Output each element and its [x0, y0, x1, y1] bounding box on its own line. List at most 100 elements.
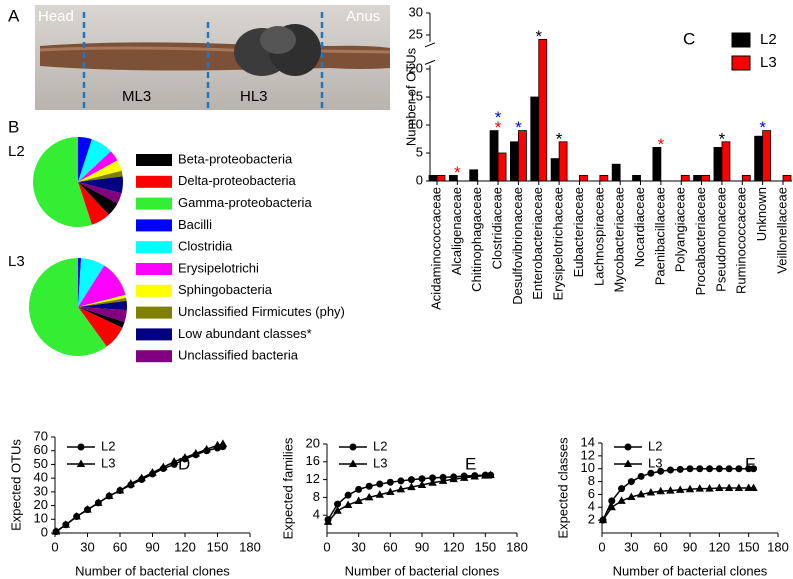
x-tick-label: 60	[383, 539, 397, 554]
x-tick-label: Nocardiaceae	[632, 187, 647, 267]
marker	[607, 502, 616, 511]
legend-label: Erysipelotrichi	[178, 260, 259, 275]
x-tick-label: 180	[239, 539, 261, 554]
marker	[148, 468, 157, 476]
marker	[202, 444, 211, 453]
y-axis-label: Expected families	[280, 437, 295, 539]
photo-panel: A Head Anus ML3 HL3	[8, 5, 391, 110]
bar	[510, 141, 519, 182]
legend-label: Unclassified bacteria	[178, 348, 299, 363]
legend-swatch	[136, 219, 172, 232]
marker	[624, 443, 632, 451]
bar	[448, 174, 458, 182]
significance-star: *	[515, 118, 522, 137]
bar	[693, 174, 702, 182]
marker	[470, 471, 479, 480]
pie-slice	[78, 182, 118, 215]
significance-star: *	[535, 27, 542, 46]
x-tick-label: 30	[80, 539, 94, 554]
marker	[126, 479, 136, 487]
marker	[735, 465, 743, 473]
series-line	[602, 467, 754, 521]
y-tick-label: 8	[313, 489, 320, 504]
marker	[715, 465, 723, 473]
gut	[40, 42, 390, 71]
panel-label: B	[8, 117, 19, 136]
marker	[657, 467, 665, 475]
pie-slice	[78, 258, 105, 307]
bar	[518, 130, 527, 182]
legend-swatch	[136, 306, 172, 319]
pie-slice	[78, 300, 127, 311]
x-tick-label: Lachnospiraceae	[591, 187, 606, 286]
significance-star: *	[719, 129, 726, 148]
bar	[558, 141, 568, 182]
marker	[77, 443, 85, 451]
marker	[656, 486, 665, 495]
marker	[376, 480, 384, 488]
x-tick-label: 30	[624, 539, 638, 554]
significance-star: *	[454, 163, 461, 182]
gut-highlight	[39, 46, 391, 54]
pie-slice	[78, 307, 123, 347]
bar	[579, 174, 588, 182]
marker	[104, 491, 114, 499]
significance-star: *	[495, 108, 502, 127]
photo-label: HL3	[240, 88, 268, 105]
pie-name: L2	[8, 143, 25, 160]
marker	[334, 500, 342, 508]
x-tick-label: 0	[51, 539, 58, 554]
marker	[734, 483, 744, 491]
pie-slice	[78, 182, 122, 204]
marker	[724, 483, 734, 491]
significance-star: *	[556, 129, 563, 148]
pie-slice	[78, 176, 123, 194]
pie-slice	[78, 139, 111, 182]
marker	[686, 465, 694, 473]
marker	[397, 477, 405, 485]
y-tick-label: 6	[588, 486, 595, 501]
x-tick-label: Pseudomonaceae	[713, 187, 728, 292]
bar	[754, 135, 764, 182]
legend-swatch	[136, 154, 172, 166]
legend-label: Delta-proteobacteria	[178, 173, 297, 188]
x-tick-label: Enterobacteriaceae	[530, 187, 545, 300]
legend-label: L3	[101, 455, 115, 470]
bar	[428, 174, 438, 182]
marker	[137, 473, 146, 482]
legend-label: Beta-proteobacteria	[178, 151, 293, 166]
marker	[375, 490, 384, 498]
marker	[417, 480, 427, 488]
x-tick-label: 150	[474, 539, 496, 554]
legend-label: L2	[101, 438, 115, 453]
marker	[180, 453, 190, 461]
y-axis-label: Expected OTUs	[8, 439, 23, 531]
x-axis-label: Number of bacterial clones	[613, 563, 768, 578]
marker	[705, 484, 714, 492]
y-tick-label: 20	[306, 435, 320, 450]
series-line	[55, 445, 224, 533]
y-axis-label: Number of OTUs	[403, 47, 418, 146]
y-tick-label: 10	[34, 511, 48, 526]
y-tick-label: 0	[416, 172, 423, 187]
x-tick-label: Eubacteriaceae	[571, 187, 586, 277]
marker	[355, 485, 363, 493]
marker	[115, 485, 125, 494]
marker	[407, 476, 415, 484]
x-tick-label: Alcaligenaceae	[449, 187, 464, 275]
bar	[550, 158, 560, 182]
y-tick-label: 10	[581, 460, 595, 475]
marker	[598, 515, 608, 524]
legend-label: L2	[373, 438, 387, 453]
legend-swatch	[136, 328, 172, 341]
photo-label: Head	[38, 8, 74, 25]
marker	[365, 482, 373, 490]
marker	[666, 486, 675, 494]
marker	[323, 517, 333, 525]
pie-slice	[78, 307, 125, 328]
legend-label: L3	[648, 455, 662, 470]
pie-slice	[78, 151, 118, 182]
bar	[611, 163, 621, 182]
pie-slice	[78, 265, 126, 307]
